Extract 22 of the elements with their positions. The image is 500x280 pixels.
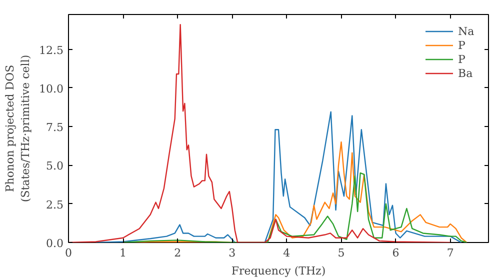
line-series: [95, 111, 462, 242]
y-tick-label: 5.0: [46, 160, 64, 173]
x-tick-label: 2: [174, 246, 182, 260]
x-axis-title: Frequency (THz): [231, 264, 326, 278]
legend-label: Ba: [458, 66, 474, 80]
x-tick-label: 5: [338, 246, 345, 260]
legend-label: P: [458, 52, 466, 66]
y-axis-title: Phonon projected DOS (States/THz·primitive cell): [3, 54, 32, 202]
y-tick-label: 0.0: [46, 237, 64, 250]
legend-label: P: [458, 38, 466, 52]
x-tick-label: 6: [392, 246, 400, 260]
y-tick-label: 7.5: [46, 121, 64, 134]
x-tick-label: 4: [283, 246, 290, 260]
x-tick-label: 0: [65, 246, 72, 260]
x-tick-label: 7: [446, 246, 454, 260]
x-tick-label: 1: [120, 246, 127, 260]
legend-label: Na: [458, 24, 476, 38]
y-tick-label: 12.5: [39, 44, 64, 57]
x-tick-label: 3: [228, 246, 236, 260]
y-tick-label: 10.0: [39, 82, 64, 96]
y-tick-label: 2.5: [46, 198, 64, 212]
line-series: [122, 172, 468, 242]
